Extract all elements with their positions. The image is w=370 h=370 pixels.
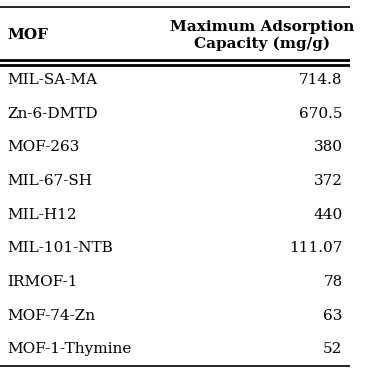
Text: 440: 440 (313, 208, 343, 222)
Text: MOF-1-Thymine: MOF-1-Thymine (7, 343, 131, 356)
Text: 670.5: 670.5 (299, 107, 343, 121)
Text: MOF-74-Zn: MOF-74-Zn (7, 309, 95, 323)
Text: MOF-263: MOF-263 (7, 140, 79, 154)
Text: Zn-6-DMTD: Zn-6-DMTD (7, 107, 98, 121)
Text: 78: 78 (323, 275, 343, 289)
Text: 380: 380 (313, 140, 343, 154)
Text: IRMOF-1: IRMOF-1 (7, 275, 77, 289)
Text: 63: 63 (323, 309, 343, 323)
Text: 111.07: 111.07 (289, 241, 343, 255)
Text: MIL-SA-MA: MIL-SA-MA (7, 73, 97, 87)
Text: 714.8: 714.8 (299, 73, 343, 87)
Text: 52: 52 (323, 343, 343, 356)
Text: MIL-H12: MIL-H12 (7, 208, 77, 222)
Text: MIL-101-NTB: MIL-101-NTB (7, 241, 113, 255)
Text: MIL-67-SH: MIL-67-SH (7, 174, 92, 188)
Text: MOF: MOF (7, 28, 48, 42)
Text: Maximum Adsorption
Capacity (mg/g): Maximum Adsorption Capacity (mg/g) (170, 20, 354, 51)
Text: 372: 372 (313, 174, 343, 188)
